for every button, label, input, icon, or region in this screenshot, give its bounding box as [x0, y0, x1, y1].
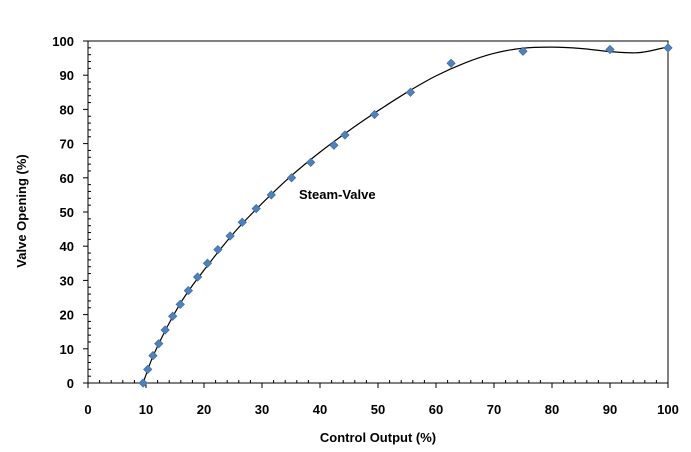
- y-tick-label: 80: [60, 102, 74, 117]
- x-tick-label: 0: [84, 402, 91, 417]
- data-point: [340, 130, 350, 140]
- x-tick-label: 100: [657, 402, 679, 417]
- x-tick-label: 40: [313, 402, 327, 417]
- y-tick-label: 40: [60, 239, 74, 254]
- x-tick-label: 80: [545, 402, 559, 417]
- x-tick-label: 10: [139, 402, 153, 417]
- data-point: [202, 258, 213, 268]
- x-tick-label: 70: [487, 402, 501, 417]
- data-point: [168, 311, 178, 321]
- y-tick-label: 10: [60, 342, 74, 357]
- plot-area: [87, 40, 669, 384]
- data-point: [192, 272, 203, 282]
- data-point: [446, 58, 456, 68]
- plot-border: [87, 40, 669, 384]
- data-point: [183, 286, 193, 296]
- ticks: 0 10 20 30 40 50 60 70 80 90 100 0 10 20 30 40 50 60 70 80 9…: [52, 34, 679, 417]
- y-axis-title: Valve Opening (%): [14, 154, 29, 267]
- data-point: [148, 351, 158, 361]
- data-point: [369, 109, 380, 120]
- data-point: [237, 217, 247, 227]
- y-tick-label: 20: [60, 308, 74, 323]
- data-point: [138, 378, 148, 388]
- data-point: [266, 190, 276, 200]
- x-axis-title: Control Output (%): [320, 430, 436, 445]
- data-point: [175, 299, 185, 309]
- data-point: [286, 173, 297, 183]
- x-tick-label: 20: [197, 402, 211, 417]
- data-point: [154, 339, 164, 349]
- x-tick-label: 50: [371, 402, 385, 417]
- data-point: [225, 231, 235, 241]
- data-point: [251, 203, 261, 214]
- y-tick-label: 100: [52, 34, 74, 49]
- y-tick-label: 90: [60, 68, 74, 83]
- data-point: [143, 364, 153, 374]
- y-tick-label: 30: [60, 273, 74, 288]
- axes: [87, 41, 668, 384]
- data-markers: [138, 43, 673, 388]
- data-point: [160, 325, 170, 335]
- data-point: [518, 46, 528, 56]
- data-point: [405, 87, 416, 97]
- y-tick-label: 50: [60, 205, 74, 220]
- y-tick-label: 60: [60, 171, 74, 186]
- x-tick-label: 60: [429, 402, 443, 417]
- fitted-curve: [142, 46, 669, 384]
- x-tick-label: 30: [255, 402, 269, 417]
- x-tick-label: 90: [603, 402, 617, 417]
- data-point: [329, 140, 339, 150]
- data-point: [663, 43, 673, 53]
- trend-line: [142, 46, 669, 384]
- y-tick-label: 70: [60, 137, 74, 152]
- series-annotation: Steam-Valve: [299, 187, 376, 202]
- data-point: [213, 244, 223, 255]
- data-point: [306, 157, 316, 168]
- data-point: [605, 44, 615, 55]
- y-tick-label: 0: [67, 376, 74, 391]
